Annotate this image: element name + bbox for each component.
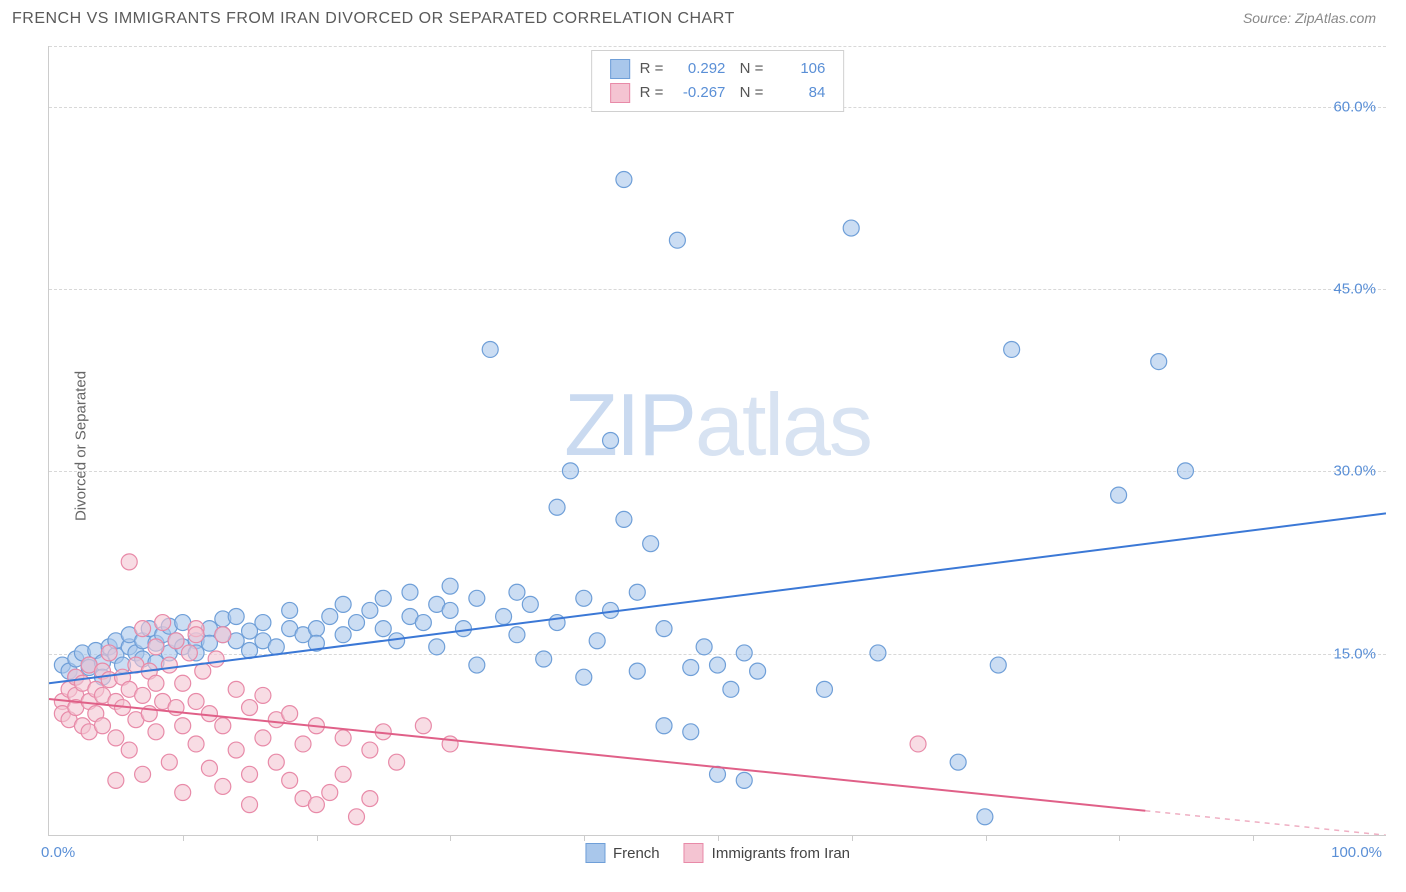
chart-plot-area: ZIPatlas 15.0%30.0%45.0%60.0% 0.0% 100.0…: [48, 46, 1386, 836]
stats-row-french: R = 0.292 N = 106: [610, 57, 826, 81]
legend-swatch-french: [585, 843, 605, 863]
chart-header: FRENCH VS IMMIGRANTS FROM IRAN DIVORCED …: [0, 0, 1406, 36]
scatter-svg: [49, 46, 1386, 835]
swatch-iran: [610, 83, 630, 103]
bottom-legend: French Immigrants from Iran: [585, 843, 850, 863]
legend-item-iran: Immigrants from Iran: [684, 843, 850, 863]
source-label: Source: ZipAtlas.com: [1243, 10, 1376, 26]
stats-row-iran: R = -0.267 N = 84: [610, 81, 826, 105]
chart-title: FRENCH VS IMMIGRANTS FROM IRAN DIVORCED …: [12, 10, 735, 28]
legend-swatch-iran: [684, 843, 704, 863]
legend-item-french: French: [585, 843, 660, 863]
correlation-stats-box: R = 0.292 N = 106 R = -0.267 N = 84: [591, 50, 845, 112]
swatch-french: [610, 59, 630, 79]
x-axis-min-label: 0.0%: [41, 844, 75, 861]
x-axis-max-label: 100.0%: [1331, 844, 1382, 861]
